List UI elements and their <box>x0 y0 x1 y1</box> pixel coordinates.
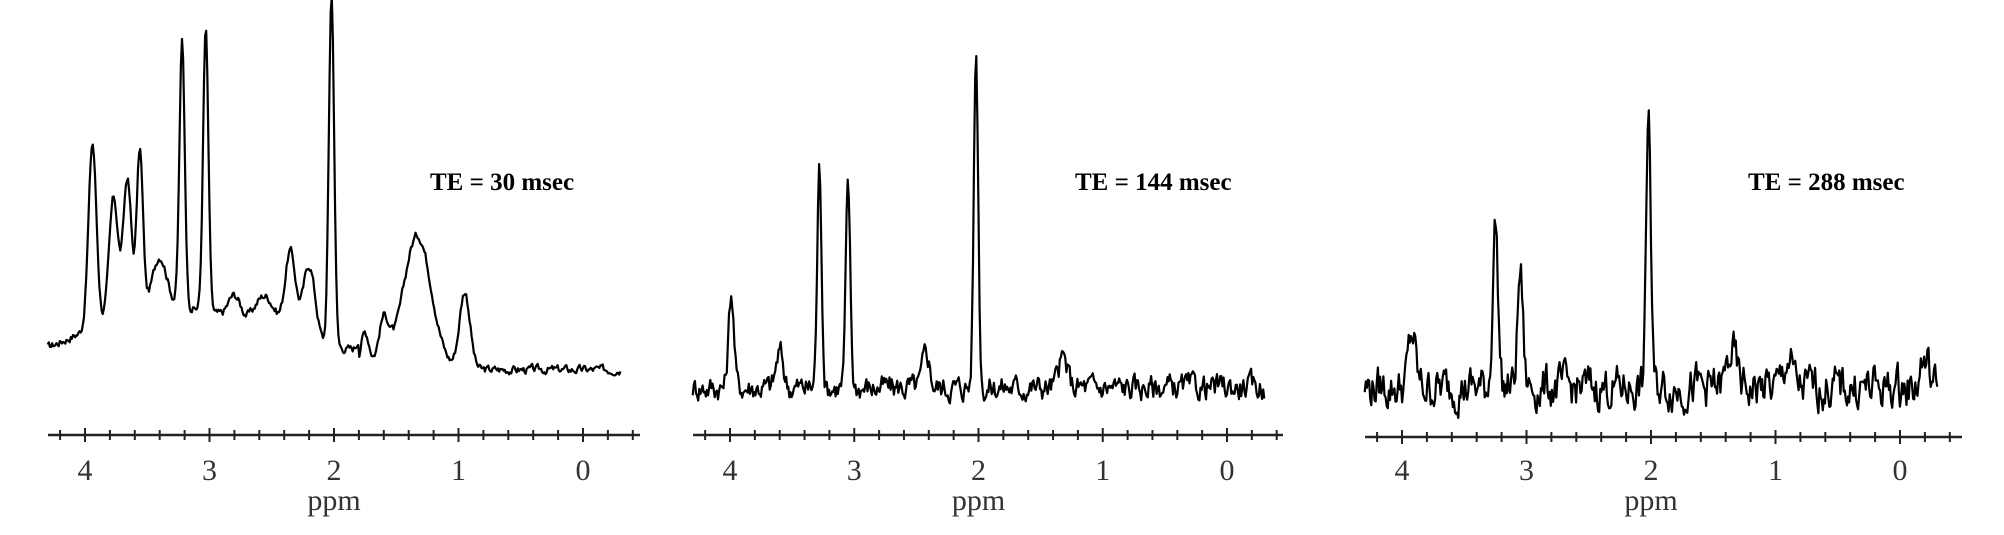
panel-title: TE = 30 msec <box>430 169 574 196</box>
spectrum-panel-te30: TE = 30 msec 4 3 2 1 0 ppm <box>46 0 640 517</box>
spectrum-trace <box>46 0 622 377</box>
x-axis-tick-labels: 4 3 2 1 0 <box>723 454 1235 487</box>
x-axis-tick-labels: 4 3 2 1 0 <box>1395 454 1908 487</box>
x-tick-label: 4 <box>78 454 93 487</box>
x-axis-title: ppm <box>1624 484 1677 517</box>
x-tick-label: 1 <box>1095 454 1110 487</box>
spectrum-trace <box>1363 109 1939 419</box>
x-axis-tick-labels: 4 3 2 1 0 <box>78 454 591 487</box>
x-tick-label: 3 <box>847 454 862 487</box>
x-axis-ticks <box>59 428 634 442</box>
spectrum-panel-te288: TE = 288 msec 4 3 2 1 0 ppm <box>1363 109 1962 517</box>
x-tick-label: 2 <box>971 454 986 487</box>
spectrum-trace <box>691 55 1266 405</box>
x-tick-label: 0 <box>1220 454 1235 487</box>
x-axis-title: ppm <box>307 484 360 517</box>
x-tick-label: 1 <box>451 454 466 487</box>
x-tick-label: 2 <box>327 454 342 487</box>
x-axis-ticks <box>704 428 1278 442</box>
x-tick-label: 0 <box>576 454 591 487</box>
x-axis-title: ppm <box>952 484 1005 517</box>
x-tick-label: 2 <box>1644 454 1659 487</box>
x-tick-label: 1 <box>1768 454 1783 487</box>
x-tick-label: 3 <box>202 454 217 487</box>
panel-title: TE = 288 msec <box>1748 169 1905 196</box>
x-tick-label: 4 <box>723 454 738 487</box>
panel-title: TE = 144 msec <box>1075 169 1232 196</box>
spectrum-panel-te144: TE = 144 msec 4 3 2 1 0 ppm <box>691 55 1283 517</box>
x-axis-ticks <box>1376 430 1951 444</box>
x-tick-label: 3 <box>1519 454 1534 487</box>
x-tick-label: 0 <box>1893 454 1908 487</box>
x-tick-label: 4 <box>1395 454 1410 487</box>
